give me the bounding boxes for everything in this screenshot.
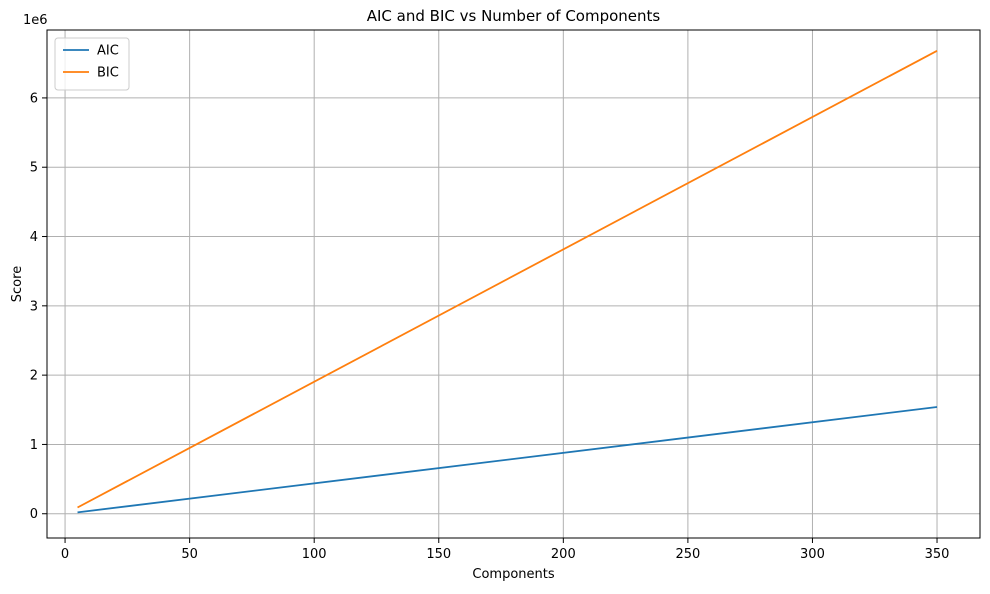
legend-box (54, 37, 130, 91)
x-tick-label: 250 (675, 547, 700, 562)
series-line-aic (77, 406, 938, 514)
y-tick-label: 3 (30, 299, 38, 314)
x-tick-label: 300 (800, 547, 825, 562)
axis-ticks: 0 50 100 150 200 250 300 350 0 1 2 3 4 5 6 (30, 91, 950, 562)
y-tick-label: 5 (30, 161, 38, 176)
x-tick-label: 350 (925, 547, 950, 562)
y-tick-label: 6 (30, 91, 38, 106)
x-tick-label: 200 (551, 547, 576, 562)
x-axis-label: Components (472, 567, 554, 582)
series-line-bic (77, 49, 938, 509)
x-tick-label: 0 (61, 547, 69, 562)
plot-frame (46, 29, 981, 539)
x-tick-label: 150 (426, 547, 451, 562)
y-tick-label: 0 (30, 507, 38, 522)
legend-label-bic: BIC (97, 66, 119, 81)
chart-title: AIC and BIC vs Number of Components (367, 7, 661, 25)
legend-label-aic: AIC (97, 44, 119, 59)
grid (47, 30, 980, 538)
y-tick-label: 4 (30, 230, 38, 245)
series-lines (77, 49, 938, 514)
legend: AIC BIC (54, 37, 130, 91)
legend-items: AIC BIC (63, 44, 119, 81)
y-tick-label: 2 (30, 369, 38, 384)
y-axis-label: Score (10, 266, 25, 302)
y-axis-offset-label: 1e6 (23, 13, 48, 28)
y-tick-label: 1 (30, 438, 38, 453)
x-tick-label: 100 (302, 547, 327, 562)
x-tick-label: 50 (181, 547, 198, 562)
